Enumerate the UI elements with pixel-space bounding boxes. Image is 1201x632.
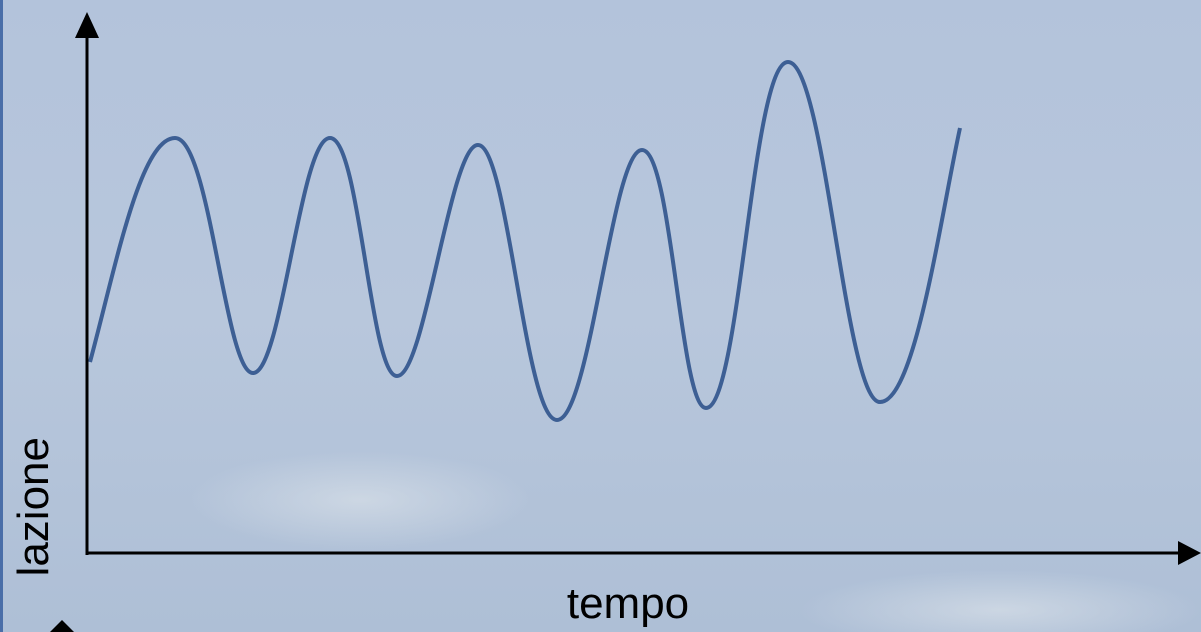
- cloud: [190, 450, 530, 550]
- background: [0, 0, 1201, 632]
- x-axis-label: tempo: [567, 579, 689, 628]
- diagram: tempo lazione: [0, 0, 1201, 632]
- left-edge: [0, 0, 3, 632]
- page: tempo lazione (() => { const data = JSON…: [0, 0, 1201, 632]
- y-axis-label: lazione: [9, 437, 58, 576]
